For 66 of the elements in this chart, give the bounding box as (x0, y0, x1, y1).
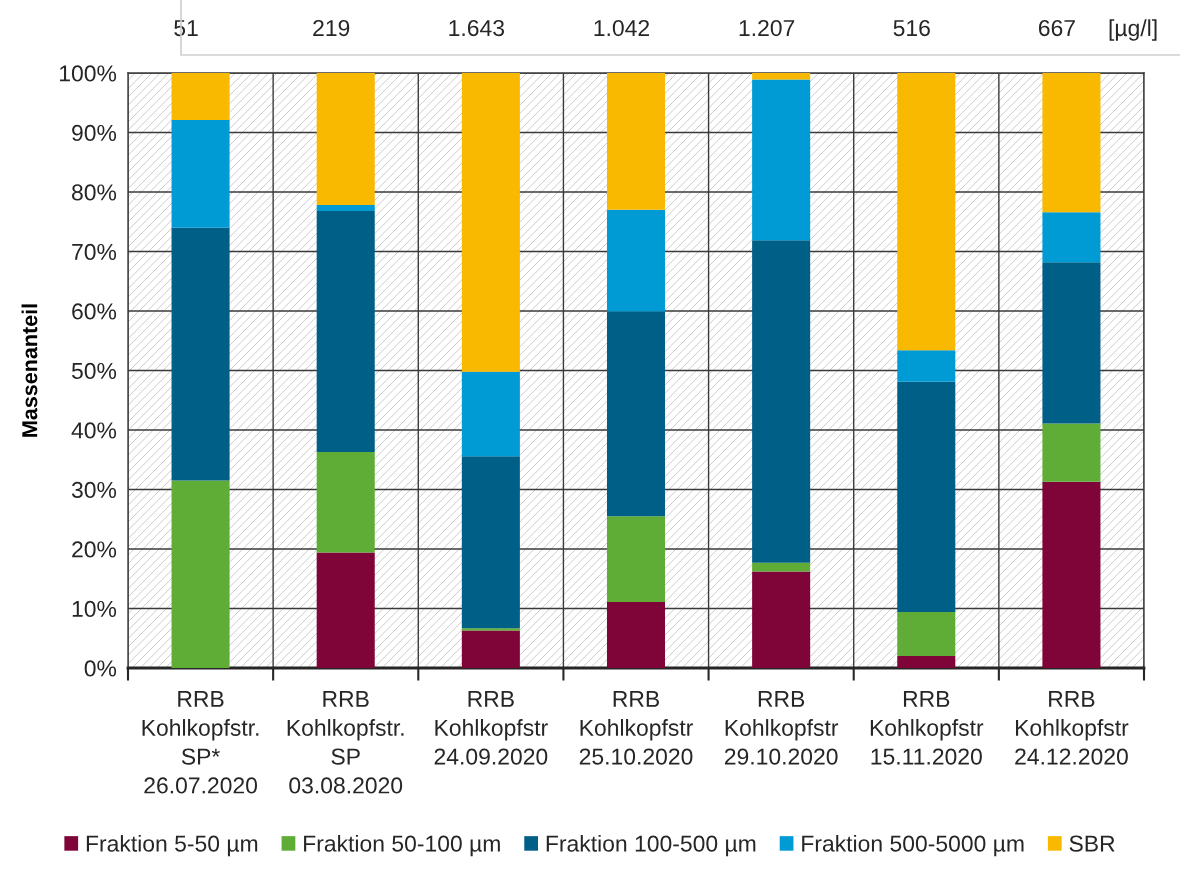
x-tick-label: RRB Kohlkopfstr 15.11.2020 (870, 691, 984, 765)
text: 1.643 (449, 19, 505, 37)
bar (1042, 212, 1101, 263)
bar (606, 311, 666, 517)
bar (461, 628, 520, 631)
y-tick-label: 100% (60, 65, 117, 82)
bar (171, 227, 230, 481)
legend-label: SBR (1069, 835, 1115, 852)
bar (461, 630, 520, 668)
legend-label: Fraktion 50-100 µm (304, 834, 500, 857)
bar (752, 571, 811, 668)
y-tick-label: 90% (72, 124, 117, 142)
bar (461, 371, 520, 457)
bar (461, 456, 520, 629)
y-tick-label: 0% (84, 660, 117, 677)
text: 667 (1038, 19, 1075, 37)
y-tick-label: 40% (71, 422, 117, 439)
bar (752, 562, 811, 572)
x-tick-label: RRB Kohlkopfstr 24.09.2020 (434, 691, 548, 765)
text: 51 (174, 20, 198, 37)
bar (316, 452, 375, 553)
x-tick-label: RRB Kohlkopfstr. SP* 26.07.2020 (142, 691, 259, 794)
bar (752, 240, 811, 563)
x-tick-label: RRB Kohlkopfstr. SP 03.08.2020 (287, 691, 404, 794)
bar (171, 480, 230, 668)
x-tick-label: RRB Kohlkopfstr 25.10.2020 (579, 691, 693, 765)
bar (897, 612, 956, 657)
bar (897, 381, 956, 613)
bar (171, 120, 230, 228)
y-tick-label: 70% (72, 243, 117, 261)
bar (752, 73, 811, 80)
text: 1.042 (594, 19, 650, 37)
legend-label: Fraktion 5-50 µm (86, 834, 258, 857)
bar (316, 205, 375, 212)
bar (897, 656, 956, 668)
bar (897, 350, 956, 382)
bar (897, 73, 956, 351)
y-tick-label: 80% (72, 184, 117, 201)
legend-label: Fraktion 500-5000 µm (802, 834, 1024, 857)
y-tick-label: 50% (71, 362, 117, 380)
bar (606, 73, 666, 210)
bar (171, 73, 230, 120)
x-tick-label: RRB Kohlkopfstr 24.12.2020 (1015, 691, 1129, 765)
y-axis-title: Massenanteil (21, 304, 38, 437)
bar (606, 209, 666, 312)
bar (316, 552, 375, 668)
text: 516 (893, 19, 930, 37)
y-tick-label: 60% (72, 303, 117, 320)
text: 219 (313, 19, 350, 37)
bar (752, 79, 811, 241)
text: [µg/l] (1109, 19, 1157, 41)
bar (1042, 423, 1101, 482)
legend-label: Fraktion 100-500 µm (546, 834, 756, 857)
y-tick-label: 20% (72, 541, 117, 558)
text: 1.207 (739, 19, 795, 37)
bar (606, 601, 666, 668)
bar (461, 73, 520, 372)
y-tick-label: 10% (72, 600, 117, 618)
bar (1042, 73, 1101, 213)
bar (1042, 481, 1101, 668)
bar (316, 73, 375, 206)
bar (316, 211, 375, 453)
y-tick-label: 30% (71, 481, 117, 499)
x-tick-label: RRB Kohlkopfstr 29.10.2020 (724, 691, 839, 765)
bar (606, 516, 666, 602)
bar (1042, 262, 1101, 424)
